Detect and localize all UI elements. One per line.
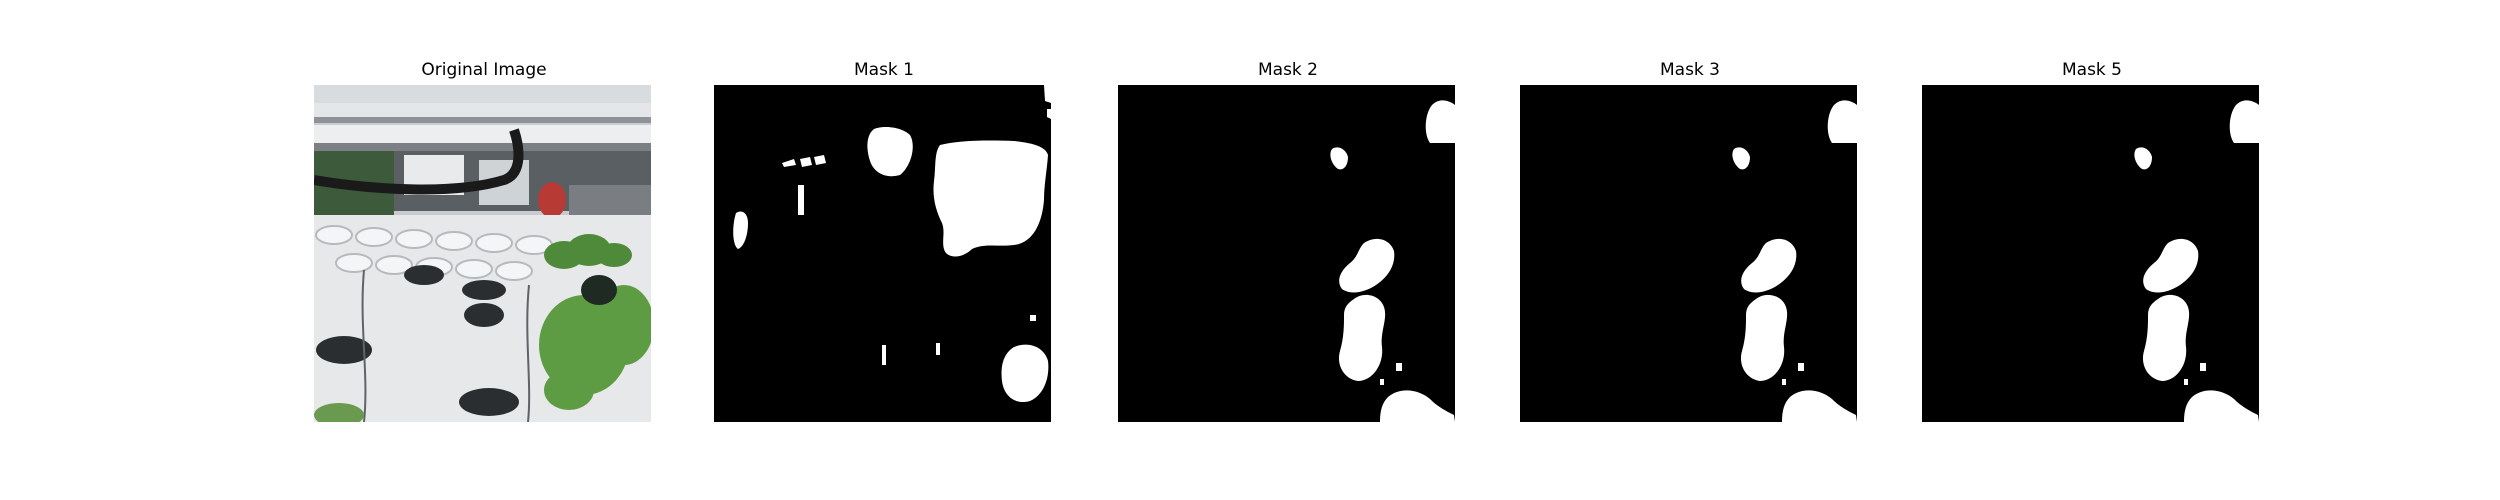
panel-title: Mask 2 [1257, 60, 1318, 80]
panel-title: Mask 3 [1659, 60, 1720, 80]
panel-title: Mask 5 [2061, 60, 2122, 80]
mask-5-image [1922, 85, 2259, 422]
original-image [314, 85, 651, 422]
panel-title: Original Image [421, 60, 547, 80]
mask-1-image [714, 85, 1051, 422]
mask-2-image [1118, 85, 1455, 422]
panel-title: Mask 1 [853, 60, 914, 80]
mask-3-image [1520, 85, 1857, 422]
